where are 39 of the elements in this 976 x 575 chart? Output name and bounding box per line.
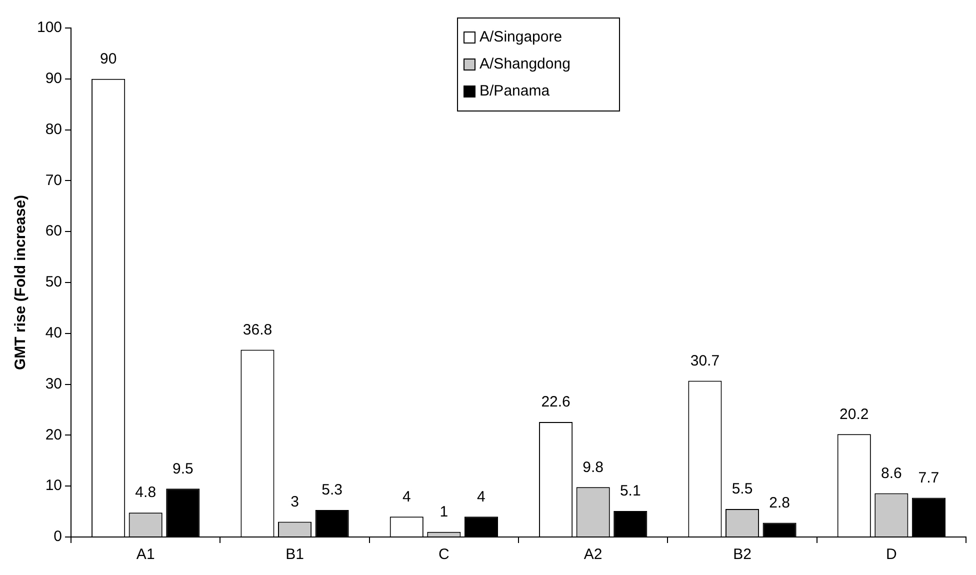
x-tick-label: C	[438, 546, 450, 564]
y-tick-label: 40	[45, 324, 62, 342]
legend-label: A/Shangdong	[480, 56, 570, 73]
data-label: 5.1	[620, 482, 641, 500]
x-tick-label: A2	[584, 546, 602, 564]
data-label: 4	[402, 488, 411, 506]
y-tick-label: 60	[45, 222, 62, 240]
y-tick-label: 30	[45, 375, 62, 392]
y-tick-label: 20	[45, 426, 62, 444]
data-label: 1	[440, 504, 448, 521]
data-label: 20.2	[840, 406, 869, 423]
data-label: 5.5	[732, 480, 753, 498]
data-label: 7.7	[918, 469, 940, 486]
data-label: 3	[290, 493, 299, 510]
data-label: 36.8	[242, 321, 272, 338]
data-label: 9.8	[582, 458, 604, 476]
y-tick-label: 80	[45, 120, 62, 138]
y-tick-label: 10	[45, 477, 62, 494]
data-label: 30.7	[690, 352, 720, 370]
data-label: 22.6	[541, 394, 570, 411]
data-label: 4.8	[135, 484, 156, 502]
data-label: 8.6	[880, 464, 902, 482]
data-label: 2.8	[769, 494, 790, 512]
data-label: 5.3	[322, 482, 342, 499]
y-tick-label: 0	[54, 528, 62, 546]
data-label: 4	[477, 488, 486, 506]
legend-label: B/Panama	[480, 82, 550, 100]
y-axis-title: GMT rise (Fold increase)	[12, 194, 30, 370]
x-tick-label: B2	[733, 546, 752, 564]
y-tick-label: 50	[45, 274, 62, 291]
x-tick-label: D	[886, 546, 897, 564]
data-label: 9.5	[172, 460, 194, 478]
legend-label: A/Singapore	[480, 28, 562, 46]
data-label: 90	[100, 50, 117, 68]
x-tick-label: A1	[136, 546, 155, 564]
y-tick-label: 100	[36, 19, 62, 36]
y-tick-label: 70	[45, 172, 62, 189]
x-tick-label: B1	[286, 546, 304, 564]
y-tick-label: 90	[45, 70, 62, 88]
